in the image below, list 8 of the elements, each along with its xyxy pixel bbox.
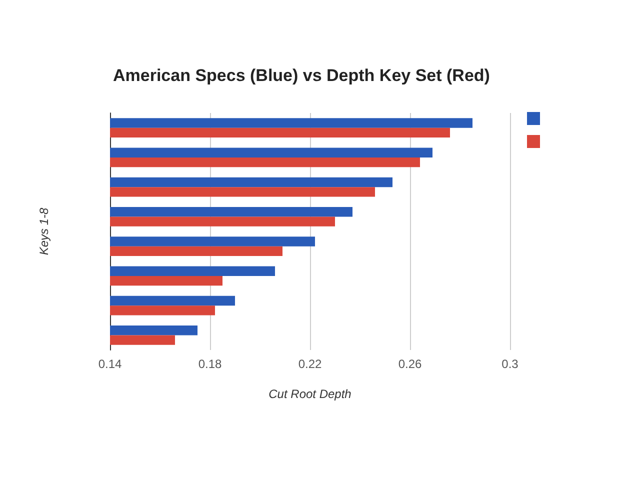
x-tick-label: 0.3 [502,357,519,371]
chart-title: American Specs (Blue) vs Depth Key Set (Red) [113,66,490,85]
x-tick-label: 0.18 [198,357,222,371]
x-tick-label: 0.22 [298,357,322,371]
y-axis-title: Keys 1-8 [37,208,51,256]
x-tick-label: 0.14 [98,357,122,371]
x-axis-title: Cut Root Depth [268,387,352,401]
x-tick-label: 0.26 [398,357,422,371]
